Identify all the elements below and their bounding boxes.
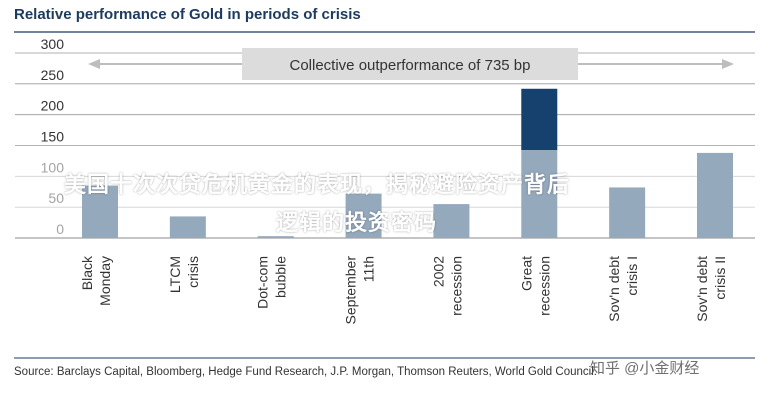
overlay-band — [0, 150, 770, 246]
y-tick-label: 200 — [41, 98, 65, 114]
watermark-text: 知乎 @小金财经 — [590, 360, 700, 377]
category-label: Great — [518, 256, 534, 291]
annotation-text: Collective outperformance of 735 bp — [290, 57, 531, 74]
y-tick-label: 250 — [41, 67, 65, 83]
source-note: Source: Barclays Capital, Bloomberg, Hed… — [14, 366, 597, 378]
category-label: crisis — [185, 256, 201, 288]
category-label: crisis I — [624, 256, 640, 296]
category-label: 11th — [361, 256, 377, 282]
annotation-arrowhead-left — [88, 59, 100, 69]
category-label: Monday — [97, 256, 113, 306]
category-label: Sov'n debt — [694, 256, 710, 322]
category-label: crisis II — [712, 256, 728, 300]
chart-title: Relative performance of Gold in periods … — [14, 6, 361, 23]
category-label: recession — [448, 256, 464, 316]
y-tick-label: 150 — [41, 129, 65, 145]
category-label: bubble — [273, 256, 289, 298]
category-label: Sov'n debt — [606, 256, 622, 322]
y-tick-label: 300 — [41, 36, 65, 52]
category-label: September — [343, 256, 359, 325]
category-label: recession — [536, 256, 552, 316]
category-label: Black — [79, 255, 95, 290]
overlay-headline: 美国十次次贷危机黄金的表现，揭秘避险资产背后 — [64, 172, 571, 197]
category-label: 2002 — [430, 256, 446, 287]
annotation-arrowhead-right — [722, 59, 734, 69]
annotation-box — [242, 48, 578, 80]
overlay-headline-continued: 逻辑的投资密码 — [276, 210, 438, 235]
category-label: LTCM — [167, 256, 183, 293]
category-label: Dot-com — [255, 256, 271, 309]
annotation-layer: Collective outperformance of 735 bp — [88, 48, 734, 80]
